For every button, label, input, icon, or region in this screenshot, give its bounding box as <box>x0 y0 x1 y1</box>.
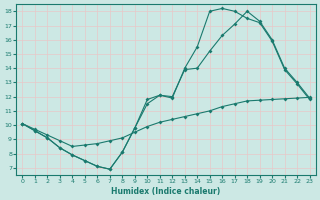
X-axis label: Humidex (Indice chaleur): Humidex (Indice chaleur) <box>111 187 221 196</box>
